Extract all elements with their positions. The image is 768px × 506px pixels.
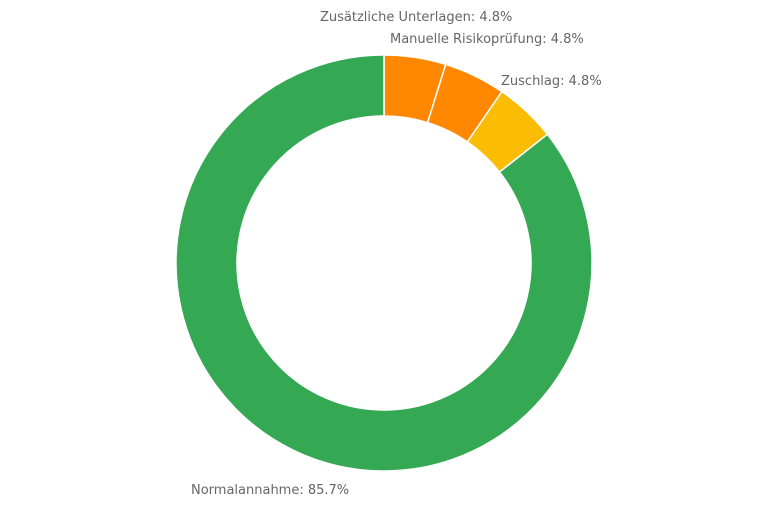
- slice-label: Zusätzliche Unterlagen: 4.8%: [320, 10, 512, 25]
- slice-normalannahme: [175, 54, 593, 472]
- slice-label: Normalannahme: 85.7%: [191, 483, 349, 498]
- slice-label: Manuelle Risikoprüfung: 4.8%: [390, 32, 584, 47]
- slice-label: Zuschlag: 4.8%: [501, 74, 602, 89]
